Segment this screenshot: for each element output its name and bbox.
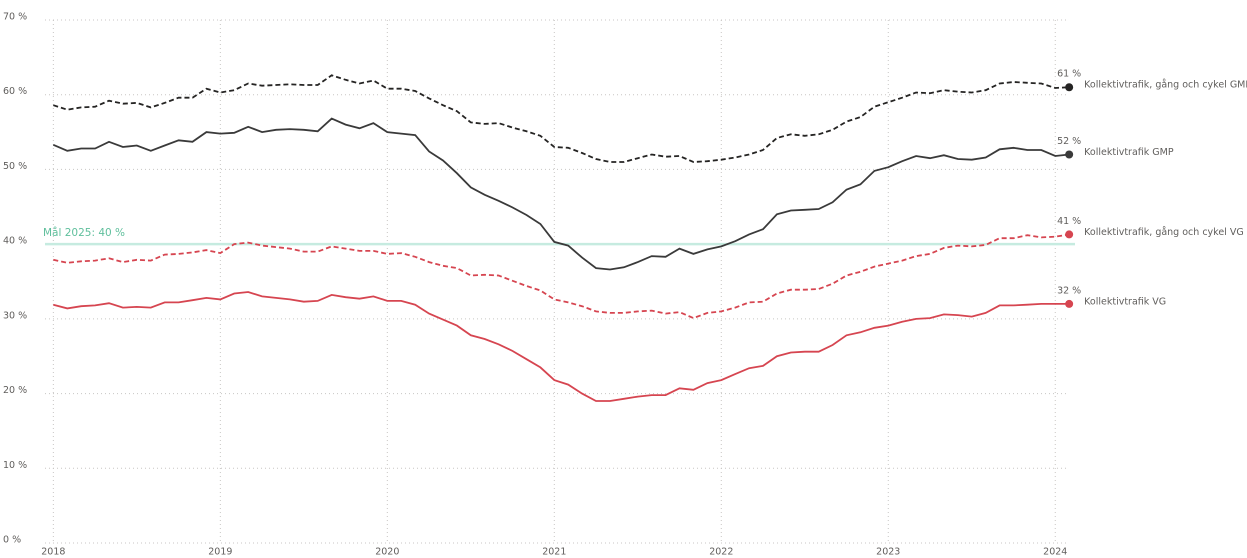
y-tick-label: 40 % xyxy=(3,236,27,247)
value-label: 32 % xyxy=(1057,285,1081,296)
end-point xyxy=(1065,230,1074,239)
series-line xyxy=(52,117,1070,271)
y-tick-label: 70 % xyxy=(3,12,27,23)
series-line xyxy=(53,233,1070,320)
x-tick-label: 2024 xyxy=(1043,547,1067,558)
value-label: 52 % xyxy=(1057,136,1081,147)
end-point xyxy=(1065,150,1074,159)
y-tick-label: 20 % xyxy=(3,385,27,396)
end-point xyxy=(1065,83,1074,92)
value-label: 41 % xyxy=(1057,216,1081,227)
legend-label: Kollektivtrafik, gång och cykel GMP xyxy=(1084,80,1247,91)
x-tick-label: 2018 xyxy=(41,547,65,558)
y-tick-label: 30 % xyxy=(3,310,27,321)
x-tick-label: 2023 xyxy=(876,547,900,558)
legend-label: Kollektivtrafik VG xyxy=(1084,296,1166,307)
series-line xyxy=(53,291,1070,402)
value-label: 61 % xyxy=(1057,69,1081,80)
legend-label: Kollektivtrafik, gång och cykel VG xyxy=(1084,227,1244,238)
x-tick-label: 2020 xyxy=(375,547,399,558)
y-tick-label: 0 % xyxy=(3,535,21,546)
target-label: Mål 2025: 40 % xyxy=(43,226,125,239)
x-tick-label: 2019 xyxy=(208,547,232,558)
end-point xyxy=(1065,299,1074,308)
legend-label: Kollektivtrafik GMP xyxy=(1084,147,1174,158)
x-tick-label: 2021 xyxy=(542,547,566,558)
series-line xyxy=(53,74,1070,163)
x-tick-label: 2022 xyxy=(709,547,733,558)
y-tick-label: 10 % xyxy=(3,460,27,471)
y-tick-label: 50 % xyxy=(3,161,27,172)
y-tick-label: 60 % xyxy=(3,86,27,97)
